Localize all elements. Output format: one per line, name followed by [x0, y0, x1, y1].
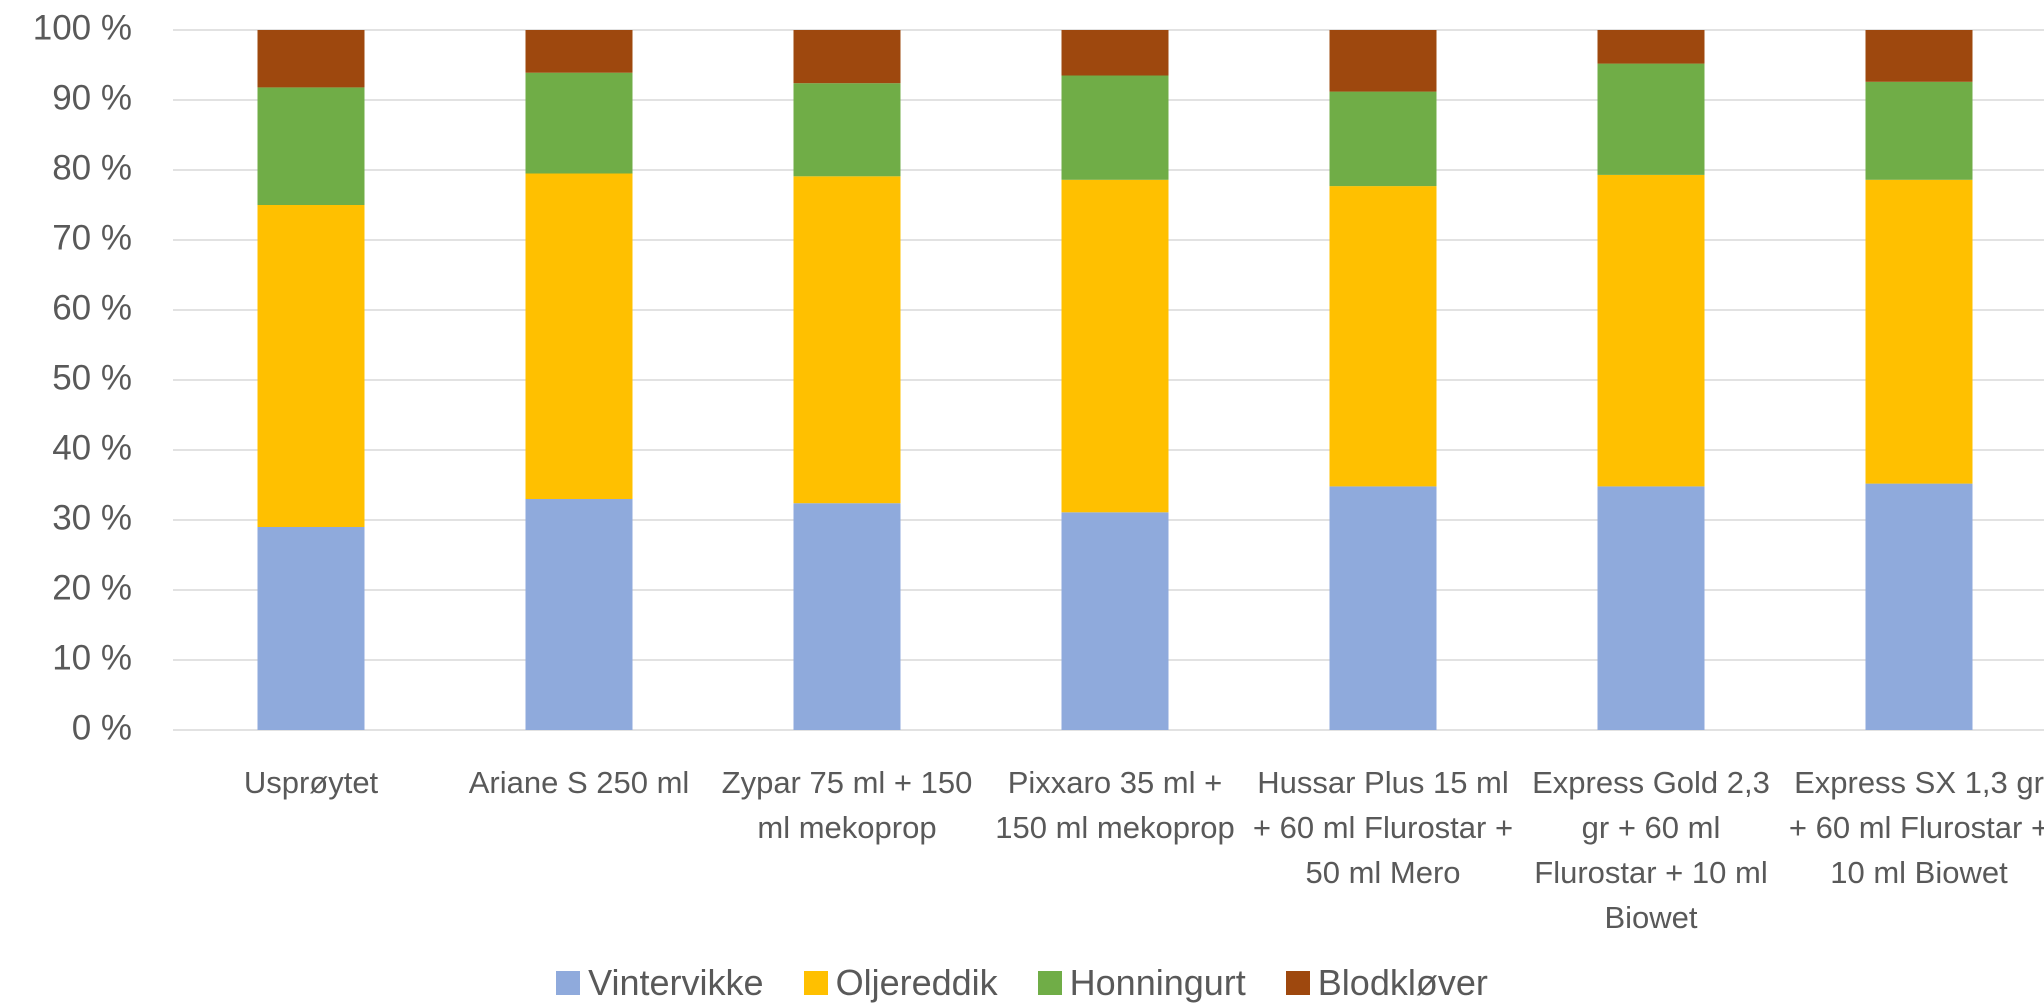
bar-segment: [257, 87, 365, 205]
x-tick-label: Pixxaro 35 ml + 150 ml mekoprop: [995, 765, 1235, 845]
bar-segment: [257, 205, 365, 527]
bar-segment: [793, 30, 901, 84]
y-tick-label: 70 %: [52, 218, 132, 257]
legend: Vintervikke Oljereddik Honningurt Blodkløve…: [0, 962, 2044, 1004]
bar-segment: [1597, 486, 1705, 730]
bar-segment: [1865, 81, 1973, 180]
bar-segment: [1329, 186, 1437, 487]
bar-segment: [1061, 30, 1169, 76]
bar-segment: [1061, 75, 1169, 180]
bar-segment: [525, 30, 633, 73]
x-tick-label: Usprøytet: [243, 765, 379, 800]
bar-segment: [1865, 30, 1973, 82]
y-tick-label: 10 %: [52, 638, 132, 677]
bar-segment: [525, 173, 633, 499]
bar-segment: [1329, 486, 1437, 730]
bar-segment: [793, 176, 901, 504]
bar-segment: [1865, 179, 1973, 484]
x-tick-label: Express SX 1,3 gr + 60 ml Flurostar + 10…: [1788, 765, 2044, 890]
bar-segment: [1597, 63, 1705, 175]
legend-swatch: [803, 971, 828, 995]
y-tick-label: 60 %: [52, 288, 132, 327]
bar-segment: [257, 527, 365, 730]
y-tick-label: 80 %: [52, 148, 132, 187]
legend-swatch: [1285, 971, 1310, 995]
y-tick-label: 20 %: [52, 568, 132, 607]
bar-segment: [257, 30, 365, 88]
legend-item: Honningurt: [1037, 962, 1246, 1004]
bar-segment: [525, 72, 633, 174]
y-tick-label: 50 %: [52, 358, 132, 397]
x-tick-label: Express Gold 2,3 gr + 60 ml Flurostar + …: [1532, 765, 1770, 935]
bar-segment: [1329, 91, 1437, 187]
legend-label: Oljereddik: [835, 962, 998, 1003]
legend-label: Vintervikke: [588, 962, 764, 1003]
bar-segment: [793, 503, 901, 730]
legend-item: Blodkløver: [1285, 962, 1488, 1004]
bar-segment: [1597, 30, 1705, 64]
bar-segment: [1061, 179, 1169, 513]
legend-item: Oljereddik: [803, 962, 998, 1004]
bar-segment: [793, 83, 901, 177]
legend-label: Honningurt: [1069, 962, 1246, 1003]
bar-segment: [1061, 512, 1169, 730]
legend-swatch: [556, 971, 581, 995]
x-tick-label: Ariane S 250 ml: [468, 765, 690, 800]
x-tick-label: Zypar 75 ml + 150 ml mekoprop: [721, 765, 973, 845]
y-tick-label: 40 %: [52, 428, 132, 467]
bar-segment: [1597, 174, 1705, 487]
y-tick-label: 100 %: [33, 8, 132, 47]
y-tick-label: 30 %: [52, 498, 132, 537]
bar-segment: [1865, 483, 1973, 730]
x-tick-label: Hussar Plus 15 ml + 60 ml Flurostar + 50…: [1252, 765, 1514, 890]
bar-segment: [1329, 30, 1437, 92]
y-tick-label: 0 %: [72, 708, 132, 747]
bar-segment: [525, 499, 633, 730]
y-tick-label: 90 %: [52, 78, 132, 117]
legend-item: Vintervikke: [556, 962, 764, 1004]
legend-label: Blodkløver: [1317, 962, 1488, 1003]
legend-swatch: [1037, 971, 1062, 995]
